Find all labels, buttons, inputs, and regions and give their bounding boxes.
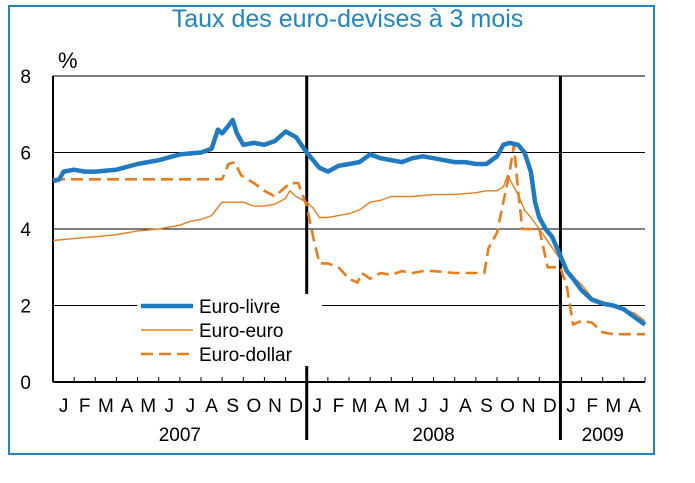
x-tick-label: F (586, 396, 598, 417)
x-tick-label: N (522, 396, 536, 417)
x-tick-label: F (333, 396, 345, 417)
y-tick-label: 4 (20, 220, 31, 241)
x-tick-label: J (59, 396, 69, 417)
x-tick-label: A (205, 396, 218, 417)
legend-label: Euro-euro (199, 321, 284, 342)
x-tick-label: A (459, 396, 472, 417)
x-tick-label: M (140, 396, 156, 417)
x-tick-label: N (268, 396, 282, 417)
year-label: 2009 (582, 425, 624, 446)
x-tick-label: J (165, 396, 175, 417)
x-tick-label: D (289, 396, 303, 417)
x-tick-label: M (394, 396, 410, 417)
legend-label: Euro-dollar (199, 345, 293, 366)
x-tick-label: M (605, 396, 621, 417)
x-tick-label: F (79, 396, 91, 417)
x-tick-label: S (226, 396, 239, 417)
x-tick-label: M (98, 396, 114, 417)
x-tick-label: M (352, 396, 368, 417)
y-axis-label: % (58, 48, 78, 73)
year-label: 2007 (159, 425, 201, 446)
legend-label: Euro-livre (199, 297, 280, 318)
x-tick-label: S (480, 396, 493, 417)
x-tick-label: J (566, 396, 576, 417)
x-tick-label: A (628, 396, 641, 417)
x-tick-label: D (543, 396, 557, 417)
x-tick-label: O (246, 396, 261, 417)
x-tick-label: A (121, 396, 134, 417)
y-tick-label: 8 (20, 67, 31, 88)
chart-title: Taux des euro-devises à 3 mois (171, 5, 524, 33)
x-tick-label: O (500, 396, 515, 417)
gridlines (53, 75, 645, 306)
y-tick-label: 6 (20, 144, 31, 165)
x-tick-label: J (186, 396, 196, 417)
x-tick-label: J (418, 396, 428, 417)
year-label: 2008 (412, 425, 454, 446)
series-line-euro-livre (52, 117, 647, 327)
x-tick-label: A (374, 396, 387, 417)
y-tick-label: 2 (20, 297, 31, 318)
x-tick-label: J (313, 396, 323, 417)
y-tick-label: 0 (20, 373, 31, 394)
legend: Euro-livre Euro-euro Euro-dollar (137, 294, 322, 366)
series-line-euro-euro (52, 174, 646, 322)
series-lines (52, 117, 647, 336)
x-tick-label: J (439, 396, 449, 417)
